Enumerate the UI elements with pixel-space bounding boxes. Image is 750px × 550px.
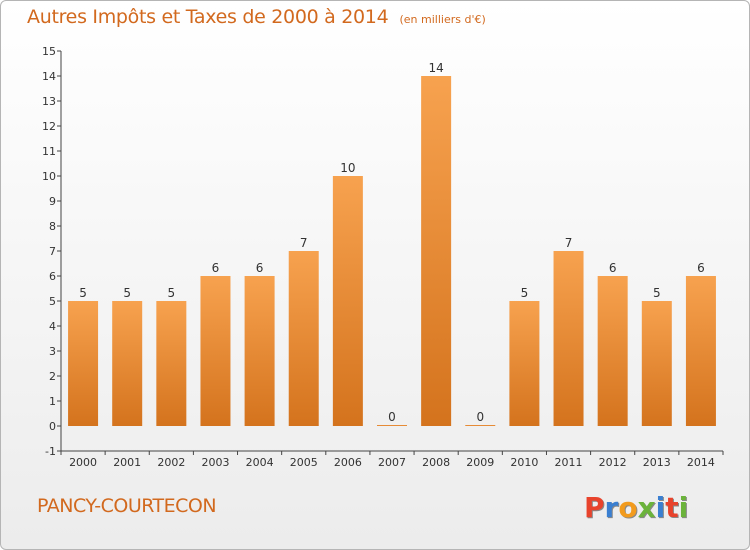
logo-letter: x [637, 491, 656, 524]
x-tick-label: 2003 [201, 456, 229, 469]
data-label: 0 [476, 410, 484, 424]
data-label: 6 [697, 261, 705, 275]
logo-letter: o [618, 491, 638, 524]
bar [68, 301, 99, 426]
x-tick-label: 2006 [334, 456, 362, 469]
x-tick-label: 2014 [687, 456, 715, 469]
data-label: 5 [123, 286, 131, 300]
bar [112, 301, 143, 426]
data-label: 7 [565, 236, 573, 250]
logo-letter: i [678, 491, 689, 524]
x-tick-label: 2005 [290, 456, 318, 469]
data-label: 6 [212, 261, 220, 275]
data-label: 5 [168, 286, 176, 300]
location-label: PANCY-COURTECON [37, 495, 217, 517]
data-label: 10 [340, 161, 355, 175]
x-tick-label: 2004 [246, 456, 274, 469]
y-tick-label: 8 [49, 220, 56, 233]
x-tick-label: 2008 [422, 456, 450, 469]
bar [465, 425, 496, 426]
y-tick-label: 6 [49, 270, 56, 283]
logo-letter: t [665, 491, 679, 524]
data-label: 0 [388, 410, 396, 424]
x-tick-label: 2009 [466, 456, 494, 469]
data-label: 6 [609, 261, 617, 275]
y-tick-label: 4 [49, 320, 56, 333]
x-tick-label: 2012 [599, 456, 627, 469]
x-tick-label: 2000 [69, 456, 97, 469]
x-tick-label: 2002 [157, 456, 185, 469]
logo-letter: P [584, 491, 605, 524]
bar [156, 301, 187, 426]
y-tick-label: 3 [49, 345, 56, 358]
title-row: Autres Impôts et Taxes de 2000 à 2014 (e… [27, 6, 486, 28]
y-tick-label: 12 [42, 120, 56, 133]
x-tick-label: 2001 [113, 456, 141, 469]
y-tick-label: 14 [42, 70, 56, 83]
data-label: 6 [256, 261, 264, 275]
data-label: 5 [653, 286, 661, 300]
y-tick-label: 1 [49, 395, 56, 408]
y-tick-label: -1 [45, 445, 56, 458]
data-label: 14 [428, 61, 443, 75]
chart-subtitle: (en milliers d'€) [399, 13, 486, 26]
chart-title: Autres Impôts et Taxes de 2000 à 2014 [27, 6, 389, 28]
y-tick-label: 9 [49, 195, 56, 208]
y-tick-label: 15 [42, 45, 56, 58]
bar [288, 251, 319, 426]
bar [200, 276, 231, 426]
bar [244, 276, 275, 426]
y-tick-label: 2 [49, 370, 56, 383]
bar [597, 276, 628, 426]
y-tick-label: 7 [49, 245, 56, 258]
logo-letter: i [655, 491, 666, 524]
logo-letter: r [604, 491, 619, 524]
x-tick-label: 2013 [643, 456, 671, 469]
y-tick-label: 13 [42, 95, 56, 108]
bar [509, 301, 540, 426]
bar [332, 176, 363, 426]
y-tick-label: 0 [49, 420, 56, 433]
x-tick-label: 2011 [555, 456, 583, 469]
data-label: 5 [521, 286, 529, 300]
x-tick-label: 2010 [510, 456, 538, 469]
data-label: 7 [300, 236, 308, 250]
bar [421, 76, 452, 426]
bar [641, 301, 672, 426]
proxiti-logo: Proxiti [584, 491, 688, 524]
y-tick-label: 5 [49, 295, 56, 308]
bar [377, 425, 407, 426]
x-tick-label: 2007 [378, 456, 406, 469]
y-tick-label: 11 [42, 145, 56, 158]
y-tick-label: 10 [42, 170, 56, 183]
data-label: 5 [79, 286, 87, 300]
bar [553, 251, 584, 426]
bar [685, 276, 716, 426]
